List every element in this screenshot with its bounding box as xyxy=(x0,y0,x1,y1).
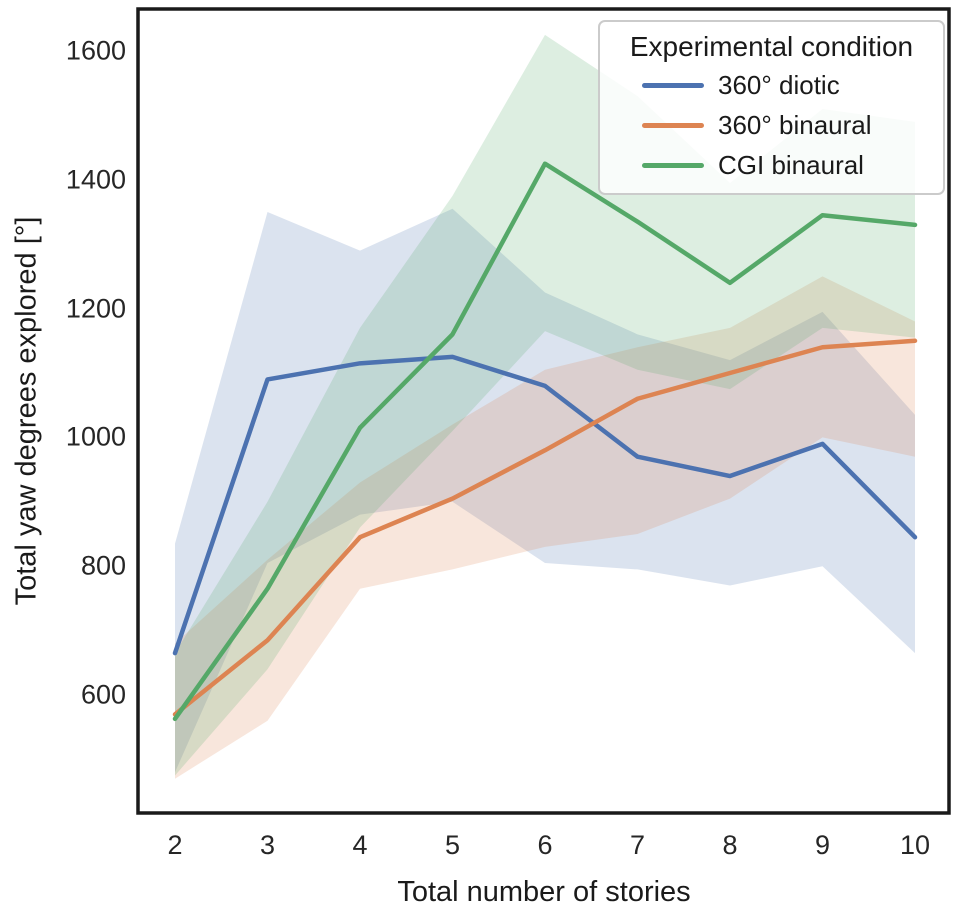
x-tick-label: 9 xyxy=(814,830,831,860)
x-tick-label: 7 xyxy=(629,830,646,860)
y-tick-label: 1600 xyxy=(65,35,126,66)
legend-line-swatch-orange xyxy=(642,123,704,128)
y-tick-label: 1200 xyxy=(65,293,126,324)
series-line-1 xyxy=(172,338,918,717)
series-line-0 xyxy=(172,354,918,656)
legend-label: 360° binaural xyxy=(718,110,872,140)
y-axis-title: Total yaw degrees explored [°] xyxy=(10,216,43,606)
legend-entry-cgi-binaural: CGI binaural xyxy=(642,145,933,185)
legend-label: 360° diotic xyxy=(718,70,840,101)
legend-line-swatch-blue xyxy=(642,83,704,89)
x-tick-label: 4 xyxy=(352,830,368,860)
x-axis-title: Total number of stories xyxy=(397,876,691,908)
legend-title: Experimental condition xyxy=(629,31,914,62)
ci-band-0 xyxy=(175,208,915,773)
y-tick-label: 800 xyxy=(80,550,126,581)
y-tick-label: 1000 xyxy=(65,421,126,452)
ci-band-2 xyxy=(175,34,915,776)
x-tick-label: 3 xyxy=(259,830,276,860)
x-tick-label: 2 xyxy=(167,830,183,860)
legend: Experimental condition 360° diotic 360° … xyxy=(598,20,945,195)
legend-label: CGI binaural xyxy=(718,149,864,180)
y-tick-label: 1400 xyxy=(65,164,126,195)
axes-frame xyxy=(136,7,951,815)
ci-band-1 xyxy=(175,276,915,779)
x-tick-label: 5 xyxy=(444,830,461,860)
x-tick-label: 6 xyxy=(537,830,553,860)
legend-line-swatch-green xyxy=(642,162,704,168)
x-tick-label: 10 xyxy=(899,830,931,860)
legend-entry-360-binaural: 360° binaural xyxy=(642,106,933,146)
legend-entry-360-diotic: 360° diotic xyxy=(642,66,933,106)
x-tick-label: 8 xyxy=(722,830,738,860)
y-tick-label: 600 xyxy=(80,679,126,710)
series-line-2 xyxy=(172,161,918,722)
